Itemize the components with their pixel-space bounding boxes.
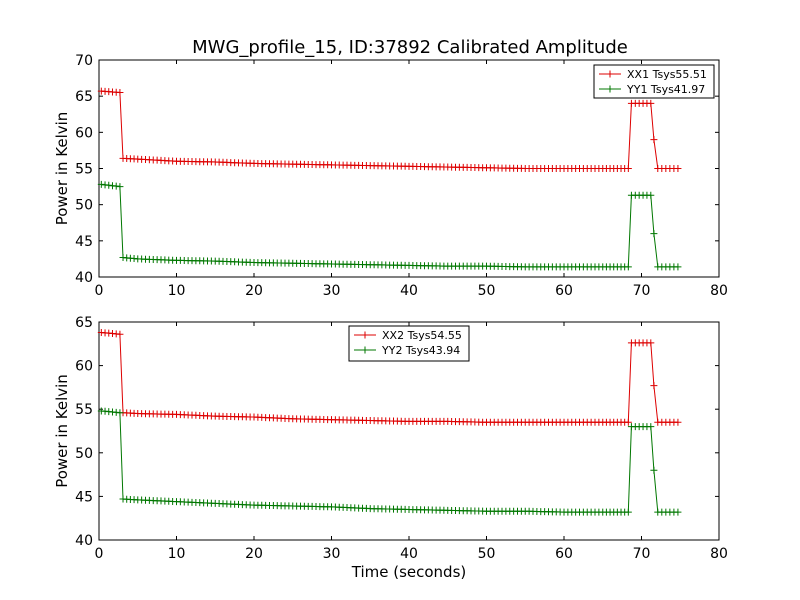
data-point <box>650 466 658 474</box>
legend-marker <box>361 346 369 354</box>
y-axis-label: Power in Kelvin <box>53 374 71 488</box>
data-point <box>650 382 658 390</box>
x-tick-label: 20 <box>245 546 263 562</box>
data-point <box>674 418 682 426</box>
y-tick-label: 50 <box>75 446 93 462</box>
data-point <box>674 263 682 271</box>
legend-marker <box>606 85 614 93</box>
legend-marker <box>361 331 369 339</box>
x-tick-label: 50 <box>478 546 496 562</box>
series-line <box>101 183 678 268</box>
x-tick-label: 60 <box>555 546 573 562</box>
series-markers <box>97 407 682 516</box>
y-tick-label: 45 <box>75 234 93 250</box>
x-tick-label: 50 <box>478 283 496 299</box>
data-point <box>647 191 655 199</box>
y-tick-label: 65 <box>75 89 93 105</box>
data-point <box>116 89 124 97</box>
y-tick-label: 55 <box>75 162 93 178</box>
x-tick-label: 70 <box>633 283 651 299</box>
legend-label: XX2 Tsys54.55 <box>382 329 462 342</box>
legend-label: XX1 Tsys55.51 <box>627 68 707 81</box>
data-point <box>650 230 658 238</box>
legend-label: YY2 Tsys43.94 <box>381 344 460 357</box>
data-point <box>624 263 632 271</box>
series-markers <box>97 87 682 172</box>
y-tick-label: 50 <box>75 198 93 214</box>
data-point <box>674 508 682 516</box>
x-tick-label: 0 <box>95 283 104 299</box>
x-tick-label: 10 <box>168 283 186 299</box>
data-point <box>624 508 632 516</box>
data-point <box>116 183 124 191</box>
y-tick-label: 60 <box>75 359 93 375</box>
data-point <box>647 423 655 431</box>
y-tick-label: 45 <box>75 489 93 505</box>
series-line <box>101 410 678 513</box>
x-tick-label: 40 <box>400 546 418 562</box>
x-tick-label: 20 <box>245 283 263 299</box>
legend-marker <box>606 70 614 78</box>
data-point <box>116 409 124 417</box>
data-point <box>624 418 632 426</box>
y-tick-label: 55 <box>75 402 93 418</box>
y-tick-label: 65 <box>75 315 93 331</box>
y-tick-label: 70 <box>75 53 93 69</box>
x-axis-label: Time (seconds) <box>351 563 467 581</box>
plot-top: 0 10 20 30 40 50 60 70 80 40 45 50 55 60 65 70 Power in … <box>53 53 728 299</box>
legend-label: YY1 Tsys41.97 <box>626 83 705 96</box>
data-point <box>674 165 682 172</box>
data-point <box>647 339 655 347</box>
x-tick-label: 60 <box>555 283 573 299</box>
series-markers <box>97 180 682 271</box>
data-point <box>116 330 124 338</box>
x-tick-label: 30 <box>323 546 341 562</box>
x-tick-label: 70 <box>633 546 651 562</box>
x-tick-label: 80 <box>710 283 728 299</box>
data-point <box>624 165 632 172</box>
series-markers <box>97 328 682 426</box>
x-tick-label: 0 <box>95 546 104 562</box>
x-tick-label: 80 <box>710 546 728 562</box>
figure-title: MWG_profile_15, ID:37892 Calibrated Ampl… <box>192 37 628 58</box>
y-tick-label: 60 <box>75 125 93 141</box>
data-point <box>647 99 655 107</box>
y-tick-label: 40 <box>75 533 93 549</box>
legend-box <box>593 64 715 99</box>
y-tick-label: 40 <box>75 270 93 286</box>
y-axis-label: Power in Kelvin <box>53 112 71 226</box>
x-tick-label: 40 <box>400 283 418 299</box>
series-line <box>101 90 678 169</box>
legend-box <box>348 325 470 362</box>
plot-bottom: 0 10 20 30 40 50 60 70 80 40 45 50 55 60 65 Power in Ke… <box>53 315 728 581</box>
data-point <box>650 136 658 144</box>
x-tick-label: 10 <box>168 546 186 562</box>
x-tick-label: 30 <box>323 283 341 299</box>
